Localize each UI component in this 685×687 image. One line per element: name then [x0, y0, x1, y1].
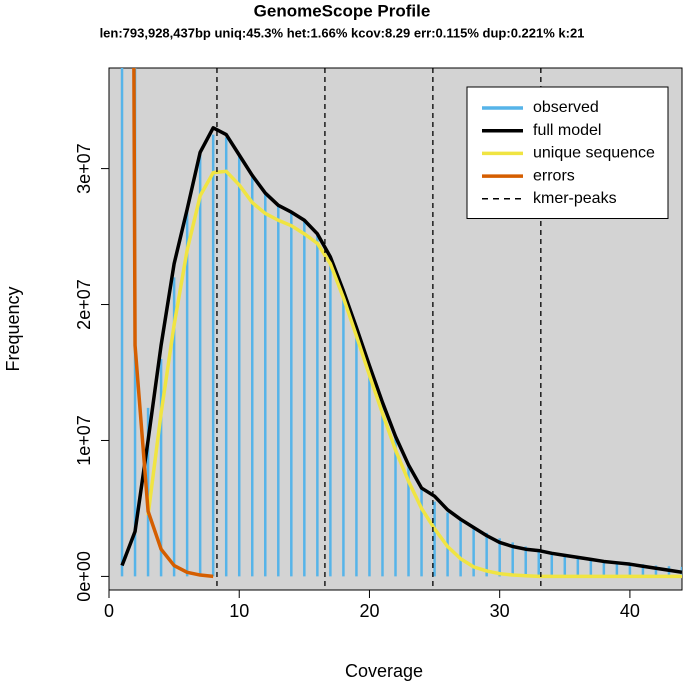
y-tick-label: 2e+07: [74, 279, 94, 330]
chart-title: GenomeScope Profile: [254, 1, 431, 20]
legend: observed full model unique sequence errors k…: [466, 86, 669, 219]
x-tick-label: 0: [104, 601, 114, 621]
x-tick-label: 20: [359, 601, 379, 621]
plot-layer: [120, 68, 682, 590]
chart-subtitle: len:793,928,437bp uniq:45.3% het:1.66% k…: [100, 25, 585, 40]
x-axis-label: Coverage: [345, 661, 423, 681]
legend-label: observed: [533, 99, 599, 116]
x-tick-label: 40: [620, 601, 640, 621]
legend-label: errors: [533, 167, 575, 184]
legend-label: full model: [533, 122, 601, 139]
y-axis-label: Frequency: [3, 286, 23, 371]
model-line: [132, 68, 214, 579]
y-tick-label: 0e+00: [74, 551, 94, 602]
model-line: [120, 126, 682, 575]
x-tick-label: 10: [229, 601, 249, 621]
model-line: [146, 169, 682, 579]
x-tick-label: 30: [490, 601, 510, 621]
y-tick-label: 3e+07: [74, 143, 94, 194]
y-tick-label: 1e+07: [74, 415, 94, 466]
legend-label: unique sequence: [533, 145, 655, 162]
legend-label: kmer-peaks: [533, 190, 617, 207]
